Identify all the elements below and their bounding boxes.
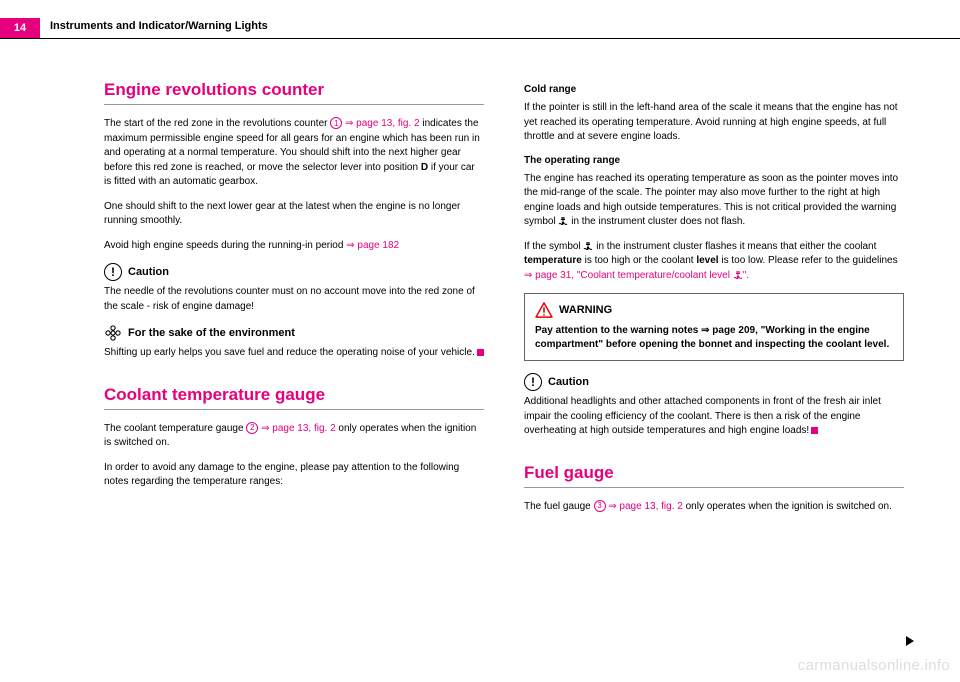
text: Additional headlights and other attached…: [524, 396, 881, 436]
warning-text: Pay attention to the warning notes ⇒ pag…: [535, 324, 893, 352]
text: The fuel gauge: [524, 501, 594, 512]
flower-icon: [104, 324, 122, 342]
caution-icon: !: [524, 373, 542, 391]
caution-heading-2: ! Caution: [524, 373, 904, 391]
revs-para-1: The start of the red zone in the revolut…: [104, 117, 484, 190]
cold-range-text: If the pointer is still in the left-hand…: [524, 101, 904, 145]
watermark: carmanualsonline.info: [798, 657, 950, 674]
coolant-temp-icon: [733, 270, 743, 280]
header-rule: [0, 38, 960, 39]
revs-para-3: Avoid high engine speeds during the runn…: [104, 239, 484, 254]
section-rule: [524, 487, 904, 488]
text: ".: [743, 270, 749, 281]
warning-box: WARNING Pay attention to the warning not…: [524, 293, 904, 361]
text: If the symbol: [524, 241, 583, 252]
section-rule: [104, 409, 484, 410]
text: The start of the red zone in the revolut…: [104, 118, 330, 129]
revs-para-2: One should shift to the next lower gear …: [104, 200, 484, 229]
warning-label: WARNING: [559, 304, 612, 316]
page-link[interactable]: ⇒ page 31, "Coolant temperature/coolant …: [524, 270, 733, 281]
section-title-fuel: Fuel gauge: [524, 463, 904, 483]
page-link[interactable]: ⇒ page 13, fig. 2: [342, 118, 419, 129]
coolant-temp-icon: [558, 216, 568, 226]
left-column: Engine revolutions counter The start of …: [104, 80, 484, 524]
operating-range-head: The operating range: [524, 155, 904, 166]
fuel-para-1: The fuel gauge 3 ⇒ page 13, fig. 2 only …: [524, 500, 904, 515]
page-link[interactable]: ⇒ page 13, fig. 2: [606, 501, 683, 512]
right-column: Cold range If the pointer is still in th…: [524, 80, 904, 524]
section-title-revs: Engine revolutions counter: [104, 80, 484, 100]
page-number: 14: [14, 22, 26, 34]
caution-text-2: Additional headlights and other attached…: [524, 395, 904, 439]
page-number-tab: 14: [0, 18, 40, 38]
caution-label: Caution: [128, 266, 169, 278]
text: in the instrument cluster does not flash…: [568, 216, 745, 227]
symbol-flash-text: If the symbol in the instrument cluster …: [524, 240, 904, 284]
gear-d: D: [421, 162, 428, 173]
text: The coolant temperature gauge: [104, 423, 246, 434]
bold-level: level: [696, 255, 718, 266]
text: Avoid high engine speeds during the runn…: [104, 240, 346, 251]
ref-num-3: 3: [594, 500, 606, 512]
warning-triangle-icon: [535, 302, 553, 318]
coolant-para-1: The coolant temperature gauge 2 ⇒ page 1…: [104, 422, 484, 451]
text: only operates when the ignition is switc…: [683, 501, 892, 512]
bold-temperature: temperature: [524, 255, 582, 266]
section-rule: [104, 104, 484, 105]
text: Shifting up early helps you save fuel an…: [104, 347, 475, 358]
cold-range-head: Cold range: [524, 84, 904, 95]
ref-num-2: 2: [246, 422, 258, 434]
caution-icon: !: [104, 263, 122, 281]
continue-arrow-icon: [906, 636, 914, 646]
caution-label: Caution: [548, 376, 589, 388]
environment-heading: For the sake of the environment: [104, 324, 484, 342]
text: is too high or the coolant: [582, 255, 697, 266]
environment-text: Shifting up early helps you save fuel an…: [104, 346, 484, 361]
end-marker: [811, 427, 818, 434]
header-title: Instruments and Indicator/Warning Lights: [50, 20, 268, 32]
coolant-temp-icon: [583, 241, 593, 251]
page-link[interactable]: ⇒ page 13, fig. 2: [258, 423, 335, 434]
text: in the instrument cluster flashes it mea…: [593, 241, 876, 252]
ref-num-1: 1: [330, 117, 342, 129]
coolant-para-2: In order to avoid any damage to the engi…: [104, 461, 484, 490]
text: is too low. Please refer to the guidelin…: [719, 255, 898, 266]
end-marker: [477, 349, 484, 356]
warning-header: WARNING: [535, 302, 893, 318]
caution-heading: ! Caution: [104, 263, 484, 281]
environment-label: For the sake of the environment: [128, 327, 295, 339]
operating-range-text: The engine has reached its operating tem…: [524, 172, 904, 230]
section-title-coolant: Coolant temperature gauge: [104, 385, 484, 405]
page-link[interactable]: ⇒ page 182: [346, 240, 399, 251]
caution-text: The needle of the revolutions counter mu…: [104, 285, 484, 314]
content-area: Engine revolutions counter The start of …: [104, 80, 904, 524]
